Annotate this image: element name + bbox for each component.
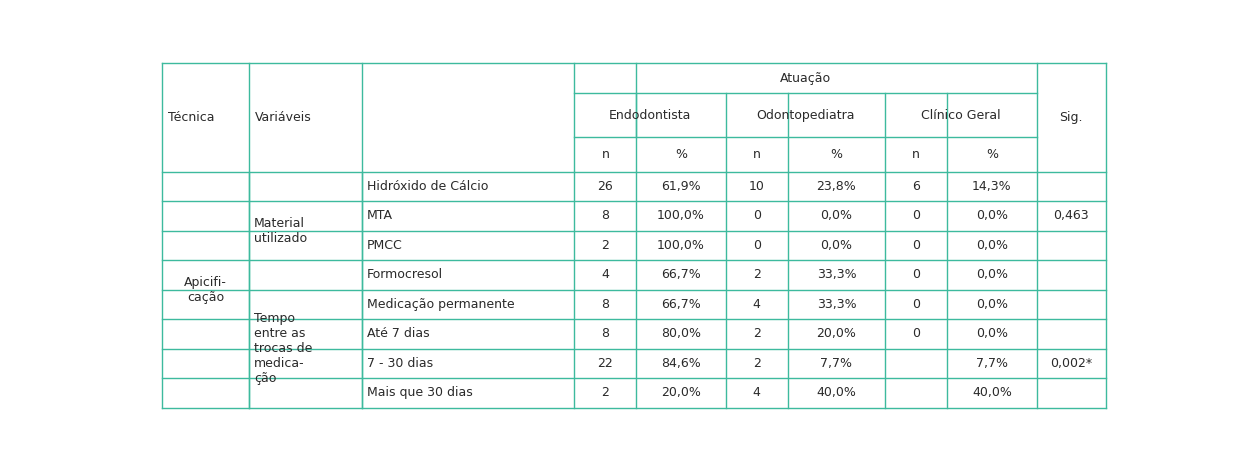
Text: 0,0%: 0,0% [976,327,1008,340]
Text: 100,0%: 100,0% [657,209,705,222]
Text: 7,7%: 7,7% [976,357,1008,370]
Text: 6: 6 [913,180,920,193]
Text: 0,0%: 0,0% [976,298,1008,311]
Text: %: % [830,148,842,161]
Text: 22: 22 [597,357,614,370]
Text: 26: 26 [597,180,614,193]
Text: 0: 0 [912,209,920,222]
Text: 0: 0 [912,327,920,340]
Text: 10: 10 [748,180,764,193]
Text: n: n [752,148,761,161]
Text: 100,0%: 100,0% [657,239,705,252]
Text: 0: 0 [752,239,761,252]
Text: n: n [913,148,920,161]
Text: 0: 0 [912,268,920,281]
Text: Hidróxido de Cálcio: Hidróxido de Cálcio [367,180,489,193]
Text: 33,3%: 33,3% [816,298,856,311]
Text: 0: 0 [912,298,920,311]
Text: 2: 2 [752,268,761,281]
Text: Mais que 30 dias: Mais que 30 dias [367,386,473,399]
Text: 2: 2 [601,386,610,399]
Text: 0,463: 0,463 [1053,209,1089,222]
Text: PMCC: PMCC [367,239,403,252]
Text: Tempo
entre as
trocas de
medica-
ção: Tempo entre as trocas de medica- ção [254,312,313,385]
Text: 0,0%: 0,0% [820,239,852,252]
Text: Técnica: Técnica [168,111,214,124]
Text: 66,7%: 66,7% [661,268,701,281]
Text: 0,0%: 0,0% [820,209,852,222]
Text: 33,3%: 33,3% [816,268,856,281]
Text: 4: 4 [752,298,761,311]
Text: 66,7%: 66,7% [661,298,701,311]
Text: Medicação permanente: Medicação permanente [367,298,515,311]
Text: 40,0%: 40,0% [816,386,856,399]
Text: Clínico Geral: Clínico Geral [922,109,1001,122]
Text: 4: 4 [601,268,610,281]
Text: %: % [986,148,998,161]
Text: 61,9%: 61,9% [662,180,701,193]
Text: 7 - 30 dias: 7 - 30 dias [367,357,433,370]
Text: 0: 0 [912,239,920,252]
Text: Até 7 dias: Até 7 dias [367,327,429,340]
Text: 40,0%: 40,0% [972,386,1012,399]
Text: 84,6%: 84,6% [661,357,701,370]
Text: 2: 2 [752,357,761,370]
Text: 8: 8 [601,298,610,311]
Text: Variáveis: Variáveis [255,111,312,124]
Text: 2: 2 [601,239,610,252]
Text: 80,0%: 80,0% [661,327,701,340]
Text: Formocresol: Formocresol [367,268,443,281]
Text: 4: 4 [752,386,761,399]
Text: 0: 0 [752,209,761,222]
Text: MTA: MTA [367,209,393,222]
Text: 0,0%: 0,0% [976,239,1008,252]
Text: 0,0%: 0,0% [976,209,1008,222]
Text: 8: 8 [601,209,610,222]
Text: 0,002*: 0,002* [1050,357,1092,370]
Text: Endodontista: Endodontista [609,109,691,122]
Text: 20,0%: 20,0% [816,327,856,340]
Text: Material
utilizado: Material utilizado [254,217,307,245]
Text: 23,8%: 23,8% [816,180,856,193]
Text: 7,7%: 7,7% [820,357,852,370]
Text: Sig.: Sig. [1059,111,1082,124]
Text: 0,0%: 0,0% [976,268,1008,281]
Text: Apicifi-
cação: Apicifi- cação [184,275,228,303]
Text: 14,3%: 14,3% [972,180,1012,193]
Text: %: % [675,148,687,161]
Text: Odontopediatra: Odontopediatra [756,109,855,122]
Text: 8: 8 [601,327,610,340]
Text: 2: 2 [752,327,761,340]
Text: 20,0%: 20,0% [661,386,701,399]
Text: Atuação: Atuação [779,72,831,85]
Text: n: n [601,148,610,161]
